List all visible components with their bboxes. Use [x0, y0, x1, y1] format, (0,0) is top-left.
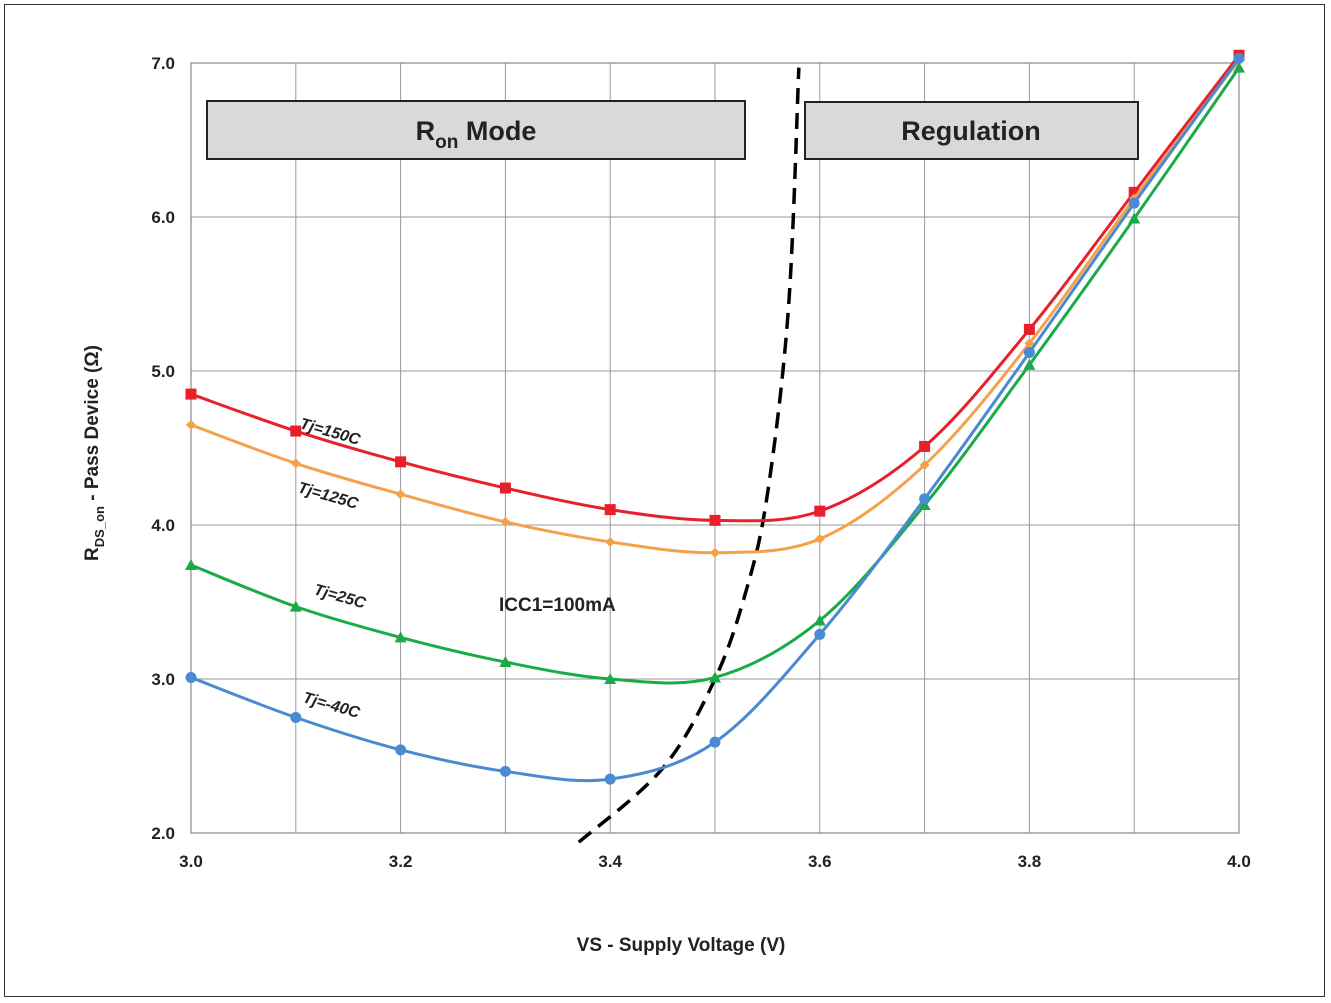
series-3 [185, 52, 1245, 785]
y-axis-title: RDS_on - Pass Device (Ω) [82, 345, 107, 561]
x-tick-label: 3.4 [598, 852, 622, 871]
data-point [1128, 186, 1140, 198]
data-point [1233, 52, 1245, 64]
data-point [1023, 323, 1035, 335]
data-point [814, 505, 826, 517]
x-tick-label: 3.6 [808, 852, 832, 871]
data-point [290, 712, 302, 723]
data-point [185, 559, 197, 571]
data-point [185, 388, 197, 400]
data-point [813, 614, 826, 626]
data-point [709, 736, 721, 748]
annotation-icc1: ICC1=100mA [499, 595, 616, 616]
ron-regulation-boundary [577, 67, 801, 844]
chart-frame: 3.0 3.2 3.4 3.6 3.8 4.0 2.0 3.0 4.0 5.0 6.0 7.0 Ro… [4, 4, 1325, 997]
region-regulation-box [804, 101, 1139, 160]
region-regulation: Regulation [804, 101, 1139, 160]
data-point [814, 628, 826, 640]
y-tick-labels: 2.0 3.0 4.0 5.0 6.0 7.0 [151, 54, 175, 843]
data-point [604, 673, 617, 684]
data-point [289, 600, 302, 612]
data-point [709, 671, 721, 683]
plot-border [190, 62, 1240, 834]
series-2 [185, 61, 1245, 685]
data-point [1128, 212, 1141, 224]
data-point [1233, 61, 1245, 73]
region-ron-mode: Ron Mode [206, 100, 746, 160]
data-point [290, 458, 301, 469]
data-point [604, 504, 616, 516]
x-tick-label: 3.8 [1018, 852, 1042, 871]
data-point [499, 656, 512, 668]
series-line [190, 66, 1241, 685]
data-point [1023, 347, 1035, 359]
x-tick-label: 3.0 [179, 852, 203, 871]
data-point [605, 536, 616, 547]
series-label-minus40: Tj=-40C [301, 690, 362, 723]
y-tick-label: 7.0 [151, 54, 175, 73]
x-axis-title: VS - Supply Voltage (V) [577, 935, 786, 956]
y-tick-label: 6.0 [151, 208, 175, 227]
chart: 3.0 3.2 3.4 3.6 3.8 4.0 2.03.04.05.06.07.0 Ro… [82, 49, 1251, 956]
data-point [1023, 358, 1036, 370]
region-regulation-label: Regulation [901, 116, 1041, 146]
data-point [395, 744, 407, 756]
series-line [190, 57, 1241, 783]
x-tick-label: 3.2 [389, 852, 413, 871]
data-point [604, 773, 616, 785]
data-point [499, 765, 511, 777]
series-label-25: Tj=25C [312, 582, 368, 613]
y-tick-label: 5.0 [151, 362, 175, 381]
data-point [499, 482, 511, 494]
data-point [1024, 338, 1035, 349]
region-ron-mode-box [206, 100, 746, 160]
data-point [395, 456, 407, 468]
data-point [919, 440, 931, 452]
data-point [1128, 197, 1140, 209]
data-point [394, 631, 407, 643]
data-point [918, 498, 931, 510]
y-tick-label: 4.0 [151, 516, 175, 535]
data-point [290, 425, 302, 437]
data-point [186, 419, 196, 430]
y-tick-label: 2.0 [151, 824, 175, 843]
series-label-150: Tj=150C [298, 416, 363, 450]
data-point [500, 516, 511, 527]
data-point [919, 459, 930, 470]
series-label-125: Tj=125C [296, 480, 361, 514]
data-point [919, 493, 931, 505]
data-point [710, 547, 720, 558]
y-tick-label: 3.0 [151, 670, 175, 689]
data-point [395, 489, 406, 500]
data-point [814, 533, 825, 544]
series-line [190, 54, 1241, 523]
data-point [185, 671, 197, 683]
x-tick-label: 4.0 [1227, 852, 1251, 871]
data-point [709, 514, 721, 526]
region-ron-mode-label: Ron Mode [416, 116, 537, 153]
series-line [190, 59, 1241, 555]
x-tick-labels: 3.0 3.2 3.4 3.6 3.8 4.0 [179, 852, 1251, 871]
series-layer [185, 49, 1245, 785]
